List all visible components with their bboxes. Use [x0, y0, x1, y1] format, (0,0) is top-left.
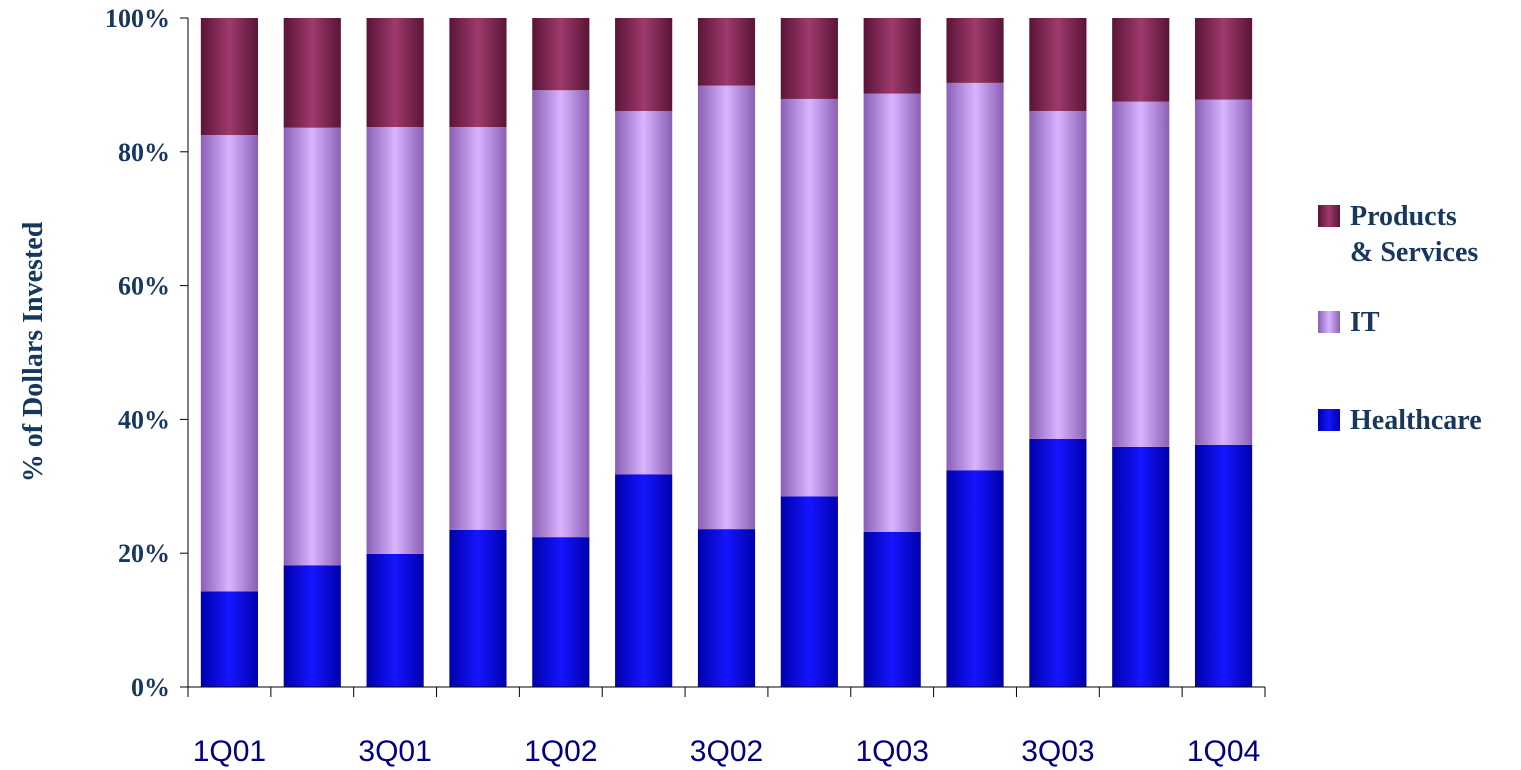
x-tick-label: 1Q01 — [193, 735, 266, 768]
y-tick-label: 100% — [105, 4, 170, 33]
bar-products-services-4q03 — [1112, 18, 1170, 102]
bar-healthcare-3q03 — [1029, 438, 1087, 687]
bar-products-services-1q01 — [200, 18, 259, 136]
bar-healthcare-1q01 — [200, 591, 259, 687]
bar-it-1q02 — [532, 90, 590, 538]
legend: Products & Services IT Healthcare — [1318, 201, 1482, 436]
bar-healthcare-1q04 — [1194, 444, 1253, 687]
y-tick-label: 20% — [118, 539, 170, 568]
bar-healthcare-3q01 — [366, 553, 424, 687]
bar-products-services-4q01 — [449, 18, 507, 128]
y-tick-label: 0% — [131, 673, 170, 702]
bar-it-4q02 — [780, 98, 838, 497]
bar-it-1q01 — [200, 135, 259, 592]
bar-it-3q03 — [1029, 110, 1087, 439]
bar-it-4q01 — [449, 127, 507, 530]
bar-it-4q03 — [1112, 101, 1170, 447]
bar-healthcare-4q01 — [449, 529, 507, 687]
bar-it-3q02 — [697, 85, 756, 530]
y-tick-label: 40% — [118, 405, 170, 434]
legend-label: & Services — [1350, 237, 1478, 268]
bar-it-1q04 — [1194, 99, 1253, 445]
bar-products-services-4q02 — [780, 18, 838, 99]
bar-it-2q02 — [615, 110, 673, 475]
bar-products-services-2q02 — [615, 18, 673, 111]
x-tick-label: 1Q02 — [524, 735, 597, 768]
bar-healthcare-4q02 — [780, 496, 838, 687]
bar-it-2q03 — [946, 82, 1004, 471]
bar-healthcare-2q03 — [946, 470, 1004, 687]
bar-healthcare-1q02 — [532, 537, 590, 687]
axes-group: 0% 20% 40% 60% 80% 100% 1Q01 3Q01 1Q02 3Q02 1Q03 3Q… — [105, 4, 1266, 768]
bar-products-services-1q03 — [863, 18, 921, 94]
y-tick-label: 60% — [118, 272, 170, 301]
legend-swatch — [1318, 205, 1340, 227]
x-tick-label: 3Q01 — [358, 735, 431, 768]
legend-label: Healthcare — [1350, 405, 1482, 436]
bar-healthcare-1q03 — [863, 531, 921, 687]
legend-swatch — [1318, 311, 1340, 333]
bar-products-services-3q01 — [366, 18, 424, 128]
bar-products-services-1q02 — [532, 18, 590, 91]
bar-products-services-3q02 — [697, 18, 756, 86]
bar-healthcare-3q02 — [697, 529, 756, 687]
bar-healthcare-2q01 — [283, 565, 341, 687]
bar-products-services-2q03 — [946, 18, 1004, 83]
y-tick-label: 80% — [118, 138, 170, 167]
x-tick-label: 1Q03 — [855, 735, 928, 768]
bar-products-services-1q04 — [1194, 18, 1253, 100]
bar-it-2q01 — [283, 127, 341, 566]
x-tick-label: 3Q02 — [690, 735, 763, 768]
bar-healthcare-4q03 — [1112, 446, 1170, 687]
legend-swatch — [1318, 409, 1340, 431]
legend-label: Products — [1350, 201, 1457, 232]
bar-products-services-3q03 — [1029, 18, 1087, 111]
x-tick-label: 3Q03 — [1021, 735, 1094, 768]
bar-it-3q01 — [366, 127, 424, 554]
bars-group — [200, 18, 1253, 687]
y-axis-title: % of Dollars Invested — [18, 221, 49, 482]
bar-it-1q03 — [863, 93, 921, 532]
legend-label: IT — [1350, 307, 1380, 338]
bar-healthcare-2q02 — [615, 474, 673, 687]
bar-products-services-2q01 — [283, 18, 341, 128]
x-tick-label: 1Q04 — [1187, 735, 1260, 768]
